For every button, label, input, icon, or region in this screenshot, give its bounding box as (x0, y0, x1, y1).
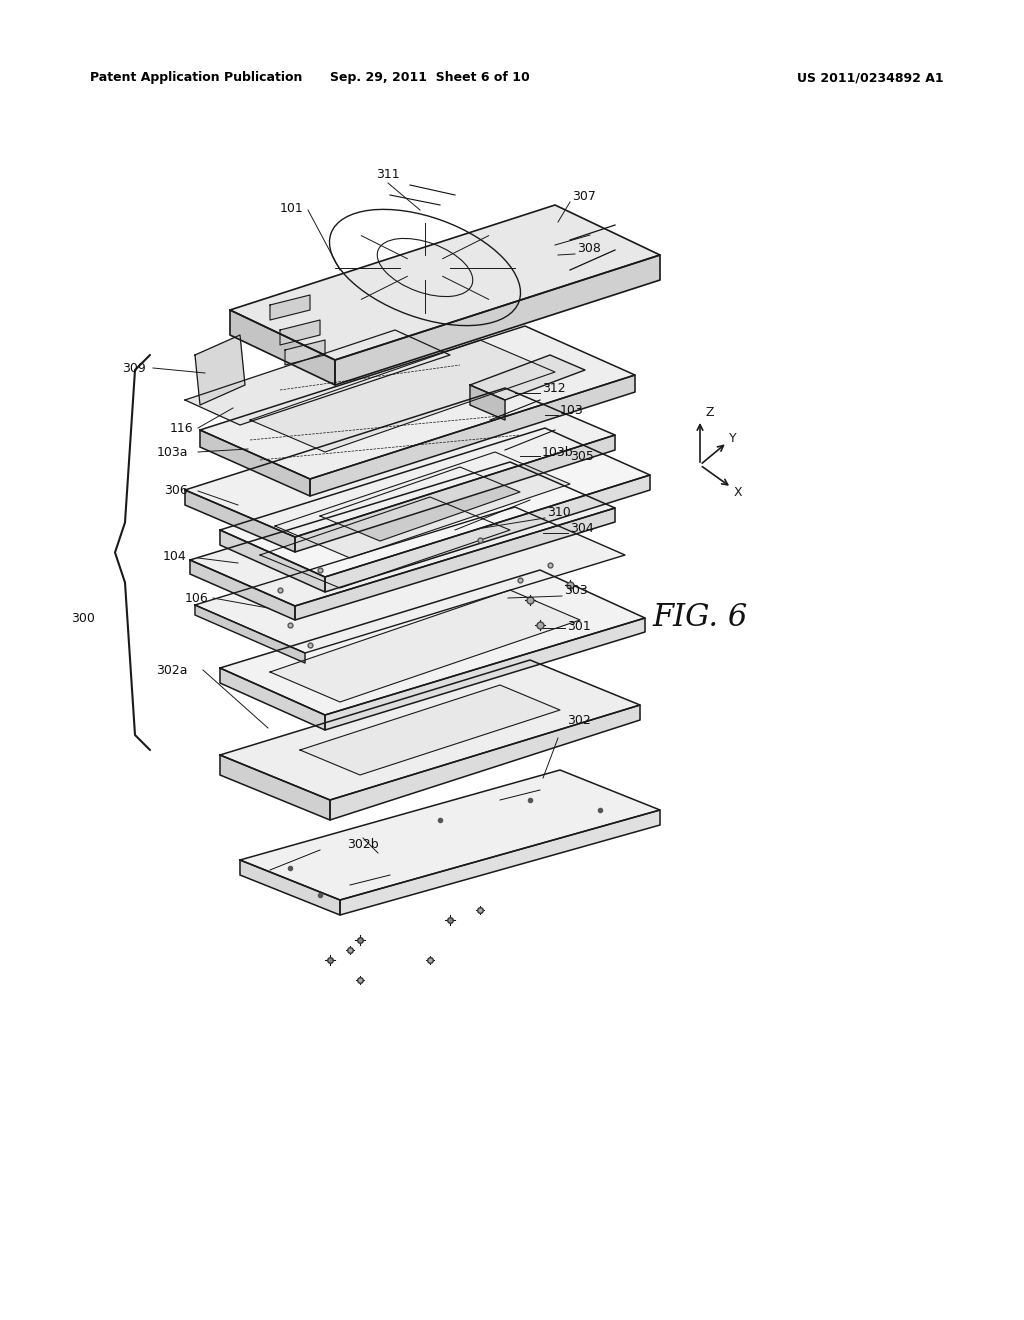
Text: 302b: 302b (347, 838, 379, 851)
Text: 104: 104 (162, 549, 186, 562)
Polygon shape (310, 375, 635, 496)
Text: 308: 308 (577, 242, 601, 255)
Polygon shape (295, 508, 615, 620)
Text: 103: 103 (560, 404, 584, 417)
Polygon shape (220, 531, 325, 591)
Text: 116: 116 (169, 421, 193, 434)
Text: 103b: 103b (542, 446, 573, 459)
Text: 309: 309 (122, 362, 146, 375)
Polygon shape (470, 385, 505, 420)
Polygon shape (195, 605, 305, 663)
Polygon shape (280, 319, 319, 345)
Polygon shape (195, 335, 245, 405)
Polygon shape (275, 451, 570, 558)
Polygon shape (220, 660, 640, 800)
Polygon shape (240, 770, 660, 900)
Text: Z: Z (705, 405, 714, 418)
Polygon shape (190, 462, 615, 606)
Polygon shape (195, 507, 625, 653)
Text: 301: 301 (567, 619, 591, 632)
Text: FIG. 6: FIG. 6 (652, 602, 748, 634)
Polygon shape (295, 436, 615, 552)
Polygon shape (319, 467, 520, 541)
Text: Sep. 29, 2011  Sheet 6 of 10: Sep. 29, 2011 Sheet 6 of 10 (330, 71, 529, 84)
Text: 307: 307 (572, 190, 596, 202)
Polygon shape (270, 294, 310, 319)
Polygon shape (220, 428, 650, 577)
Polygon shape (220, 668, 325, 730)
Text: 302: 302 (567, 714, 591, 726)
Polygon shape (185, 388, 615, 537)
Polygon shape (240, 861, 340, 915)
Polygon shape (470, 355, 585, 400)
Polygon shape (220, 570, 645, 715)
Polygon shape (325, 618, 645, 730)
Polygon shape (230, 205, 660, 360)
Text: 310: 310 (547, 507, 570, 520)
Polygon shape (190, 560, 295, 620)
Polygon shape (300, 685, 560, 775)
Polygon shape (185, 330, 450, 425)
Polygon shape (230, 310, 335, 385)
Text: 101: 101 (280, 202, 303, 214)
Polygon shape (335, 255, 660, 385)
Polygon shape (250, 341, 555, 451)
Polygon shape (340, 810, 660, 915)
Polygon shape (325, 475, 650, 591)
Text: 304: 304 (570, 521, 594, 535)
Polygon shape (330, 705, 640, 820)
Text: Y: Y (729, 432, 737, 445)
Text: Patent Application Publication: Patent Application Publication (90, 71, 302, 84)
Polygon shape (185, 490, 295, 552)
Text: 302a: 302a (157, 664, 188, 676)
Text: X: X (734, 486, 742, 499)
Polygon shape (285, 341, 325, 366)
Polygon shape (260, 498, 510, 587)
Polygon shape (200, 430, 310, 496)
Text: 106: 106 (184, 591, 208, 605)
Text: 305: 305 (570, 450, 594, 463)
Text: 103a: 103a (157, 446, 188, 458)
Text: 311: 311 (376, 169, 399, 181)
Polygon shape (270, 590, 580, 702)
Polygon shape (200, 326, 635, 479)
Text: 312: 312 (542, 381, 565, 395)
Text: 300: 300 (71, 611, 95, 624)
Text: US 2011/0234892 A1: US 2011/0234892 A1 (797, 71, 943, 84)
Polygon shape (220, 755, 330, 820)
Text: 306: 306 (164, 484, 188, 498)
Text: 303: 303 (564, 583, 588, 597)
